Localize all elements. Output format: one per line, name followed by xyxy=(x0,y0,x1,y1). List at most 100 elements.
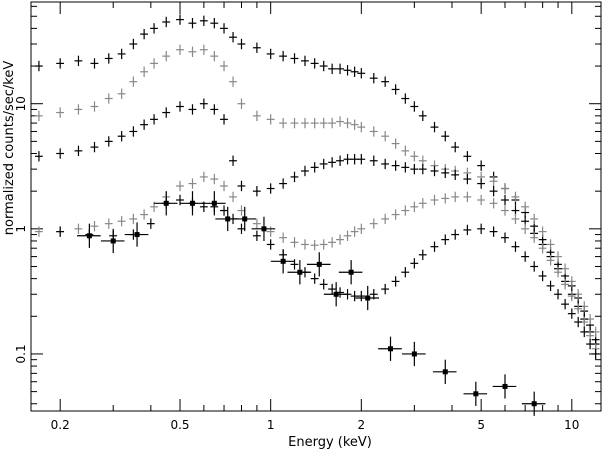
data-point xyxy=(74,145,83,157)
data-point xyxy=(441,234,450,245)
data-point xyxy=(104,136,113,147)
data-point xyxy=(301,239,309,250)
data-point xyxy=(401,93,410,104)
data-point xyxy=(279,178,288,189)
data-point xyxy=(492,374,517,399)
data-point xyxy=(574,303,583,314)
data-point xyxy=(279,232,288,243)
data-point xyxy=(328,157,337,168)
data-point xyxy=(266,239,275,250)
data-point xyxy=(229,191,237,203)
data-point xyxy=(501,232,509,243)
data-point xyxy=(310,240,319,251)
data-point xyxy=(140,28,148,40)
series-2 xyxy=(34,44,600,338)
data-point xyxy=(343,65,352,76)
data-point xyxy=(290,259,299,270)
data-point xyxy=(530,232,539,243)
data-point xyxy=(357,290,366,302)
data-point xyxy=(574,316,583,328)
data-point xyxy=(538,226,547,237)
data-point xyxy=(451,229,460,240)
data-point xyxy=(56,148,65,159)
series-1 xyxy=(34,14,600,345)
data-point xyxy=(199,15,208,26)
data-point xyxy=(252,230,261,241)
data-point xyxy=(357,223,366,235)
data-point xyxy=(310,162,319,173)
data-point xyxy=(124,222,149,247)
data-point xyxy=(176,101,184,112)
data-point xyxy=(336,155,344,166)
data-point xyxy=(418,110,427,122)
data-point xyxy=(561,279,569,290)
data-point xyxy=(369,218,378,229)
data-point xyxy=(180,191,204,216)
data-point xyxy=(140,209,148,220)
data-point xyxy=(176,14,184,25)
data-point xyxy=(441,193,450,204)
data-point xyxy=(357,121,366,133)
data-point xyxy=(310,117,319,129)
data-point xyxy=(489,185,498,197)
data-point xyxy=(567,290,576,302)
data-point xyxy=(117,216,126,227)
data-point xyxy=(266,183,275,194)
data-point xyxy=(357,68,366,79)
data-point xyxy=(391,84,400,95)
data-point xyxy=(441,131,450,142)
data-point xyxy=(188,46,197,57)
data-point xyxy=(489,226,498,237)
data-point xyxy=(220,205,228,216)
data-point xyxy=(343,154,352,165)
data-point xyxy=(34,226,43,237)
data-point xyxy=(451,191,460,203)
data-point xyxy=(391,209,400,220)
data-point xyxy=(328,63,337,75)
data-point xyxy=(554,251,562,262)
data-point xyxy=(301,117,309,129)
series-4 xyxy=(34,171,600,354)
data-point xyxy=(323,282,348,307)
data-point xyxy=(477,178,486,189)
data-point xyxy=(410,101,419,112)
data-point xyxy=(176,194,184,206)
data-point xyxy=(511,241,520,252)
data-point xyxy=(220,23,228,34)
data-point xyxy=(237,98,246,109)
data-point xyxy=(90,221,99,232)
data-point xyxy=(521,223,530,235)
data-point xyxy=(229,155,237,166)
data-point xyxy=(74,55,83,67)
data-point xyxy=(546,239,555,250)
data-point xyxy=(401,267,410,278)
data-point xyxy=(229,32,237,43)
data-point xyxy=(401,162,410,173)
data-point xyxy=(350,290,359,302)
data-point xyxy=(381,158,390,170)
data-point xyxy=(162,107,171,118)
data-point xyxy=(418,249,427,260)
data-point xyxy=(432,359,457,384)
data-point xyxy=(567,308,576,319)
data-point xyxy=(162,50,171,62)
data-point xyxy=(310,273,319,284)
data-point xyxy=(511,213,520,225)
data-point xyxy=(489,198,498,209)
data-point xyxy=(252,42,261,53)
data-point xyxy=(319,60,328,72)
data-point xyxy=(381,213,390,225)
data-point xyxy=(56,107,65,118)
data-point xyxy=(279,117,288,129)
data-point xyxy=(391,276,400,287)
x-tick-label: 5 xyxy=(477,418,485,432)
y-tick-label: 0.1 xyxy=(14,344,28,363)
data-point xyxy=(410,201,419,212)
data-point xyxy=(328,237,337,248)
data-point xyxy=(210,50,219,62)
data-point xyxy=(34,60,43,72)
data-point xyxy=(489,176,498,187)
data-point xyxy=(328,117,337,129)
data-point xyxy=(140,119,148,130)
